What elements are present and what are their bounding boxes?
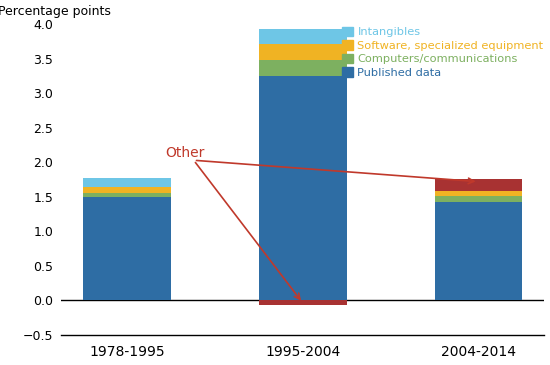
Bar: [434, 179, 522, 191]
Bar: [83, 197, 171, 300]
Bar: [258, 76, 346, 300]
Bar: [258, 60, 346, 76]
Legend: Intangibles, Software, specialized equipment, Computers/communications, Publishe: Intangibles, Software, specialized equip…: [342, 27, 543, 78]
Bar: [83, 177, 171, 187]
Bar: [434, 203, 522, 300]
Bar: [258, 29, 346, 44]
Bar: [434, 196, 522, 203]
Bar: [83, 193, 171, 197]
Bar: [83, 187, 171, 193]
Text: Other: Other: [166, 146, 205, 160]
Bar: [258, 300, 346, 306]
Bar: [258, 44, 346, 60]
Bar: [434, 191, 522, 196]
Text: Percentage points: Percentage points: [0, 5, 111, 18]
